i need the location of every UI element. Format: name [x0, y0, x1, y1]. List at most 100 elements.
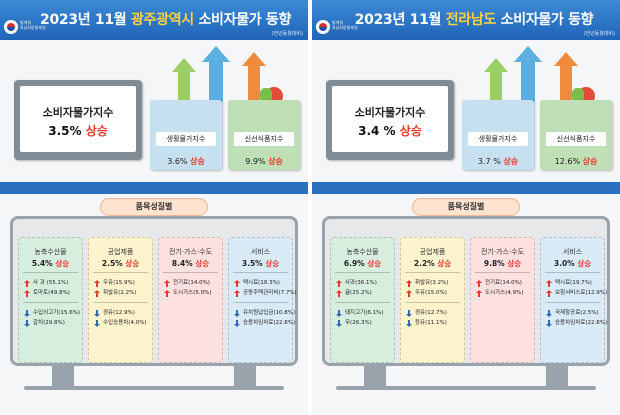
arrow-down-icon — [406, 310, 412, 317]
arrow-up-icon — [484, 58, 508, 102]
card-name: 공업제품 — [107, 248, 134, 256]
panel-jeonnam: 통계청 호남지방통계청 2023년 11월 전라남도 소비자물가 동향 (전년동… — [312, 0, 620, 415]
section-title: 품목성질별 — [412, 198, 520, 216]
card-services: 서비스 3.5% 상승 택시료(18.3%) 공동주택관리비(7.7%) 유치원… — [228, 237, 297, 363]
arrow-up-icon — [514, 46, 542, 102]
arrow-up-icon — [94, 280, 100, 287]
card-agri: 농축수산물 6.9% 상승 사과(36.1%) 귤(25.2%) 돼지고기(6.… — [330, 237, 395, 363]
living-price-bag: 생활물가지수 3.7 % 상승 — [462, 100, 534, 170]
arrow-down-icon — [336, 310, 342, 317]
card-utilities: 전기·가스·수도 9.8% 상승 전기료(14.0%) 도시가스(4.9%) — [470, 237, 535, 363]
list-item: 수입승용차(4.0%) — [94, 318, 149, 328]
arrow-up-icon — [406, 280, 412, 287]
list-item: 전기료(14.0%) — [476, 278, 531, 288]
list-item: 보험서비스료(12.9%) — [546, 288, 607, 298]
cabbage-icon — [260, 88, 272, 102]
region-name: 전라남도 — [445, 12, 497, 28]
card-name: 전기·가스·수도 — [168, 248, 213, 256]
card-name: 전기·가스·수도 — [480, 248, 525, 256]
list-item: 돼지고기(6.1%) — [336, 308, 391, 318]
arrow-up-icon — [554, 52, 578, 102]
card-value: 3.0% 상승 — [553, 259, 592, 268]
screen-stand — [52, 366, 74, 388]
screen-base — [336, 386, 596, 390]
living-price-value: 3.6% 상승 — [167, 157, 205, 166]
card-value: 6.9% 상승 — [343, 259, 382, 268]
section-title: 품목성질별 — [100, 198, 208, 216]
section-divider — [312, 182, 620, 194]
arrow-up-icon — [336, 280, 342, 287]
arrow-up-icon — [172, 58, 196, 102]
panel-header: 통계청 호남지방통계청 2023년 11월 전라남도 소비자물가 동향 (전년동… — [312, 0, 620, 40]
arrow-up-icon — [202, 46, 230, 102]
up-items: 택시료(18.3%) 공동주택관리비(7.7%) — [234, 278, 297, 298]
list-item: 갈치(29.8%) — [24, 318, 79, 328]
arrow-up-icon — [546, 280, 552, 287]
fresh-food-value: 9.9% 상승 — [245, 157, 283, 166]
card-utilities: 전기·가스·수도 8.4% 상승 전기료(14.0%) 도시가스(5.0%) — [158, 237, 223, 363]
category-screen: 농축수산물 5.4% 상승 사 과 (55.1%) 토마토(49.8%) 수입쇠… — [10, 216, 298, 366]
comparison-note: (전년동월대비) — [583, 31, 615, 37]
down-items: 돼지고기(6.1%) 무(26.3%) — [336, 308, 391, 328]
arrow-up-icon — [24, 280, 30, 287]
cabbage-icon — [572, 88, 584, 102]
card-industrial: 공업제품 2.2% 상승 휘발유(3.2%) 우유(15.0%) 경유(12.7… — [400, 237, 465, 363]
list-item: 휘발유(2.2%) — [94, 288, 149, 298]
list-item: 우유(15.9%) — [94, 278, 149, 288]
up-items: 전기료(14.0%) 도시가스(5.0%) — [164, 278, 219, 298]
screen-base — [24, 386, 284, 390]
living-price-value: 3.7 % 상승 — [477, 157, 519, 166]
living-price-label: 생활물가지수 — [468, 132, 528, 146]
list-item: 토마토(49.8%) — [24, 288, 79, 298]
arrow-up-icon — [242, 52, 266, 102]
up-items: 우유(15.9%) 휘발유(2.2%) — [94, 278, 149, 298]
arrow-down-icon — [24, 310, 30, 317]
cpi-value: 3.5% 상승 — [48, 124, 108, 138]
living-price-label: 생활물가지수 — [156, 132, 216, 146]
arrow-up-icon — [406, 290, 412, 297]
list-item: 택시료(19.7%) — [546, 278, 601, 288]
up-items: 휘발유(3.2%) 우유(15.0%) — [406, 278, 461, 298]
arrow-up-icon — [164, 280, 170, 287]
fresh-food-value: 12.6% 상승 — [554, 157, 598, 166]
list-item: 사과(36.1%) — [336, 278, 391, 288]
arrow-down-icon — [546, 310, 552, 317]
list-item: 우유(15.0%) — [406, 288, 461, 298]
card-industrial: 공업제품 2.5% 상승 우유(15.9%) 휘발유(2.2%) 경유(12.9… — [88, 237, 153, 363]
comparison-note: (전년동월대비) — [271, 31, 303, 37]
arrow-up-icon — [24, 290, 30, 297]
arrow-down-icon — [94, 310, 100, 317]
list-item: 경유(12.7%) — [406, 308, 461, 318]
list-item: 유치원납입금(10.8%) — [234, 308, 295, 318]
list-item: 경유(12.9%) — [94, 308, 149, 318]
arrow-up-icon — [234, 280, 240, 287]
card-name: 농축수산물 — [346, 248, 379, 256]
arrow-down-icon — [24, 320, 30, 327]
arrow-down-icon — [94, 320, 100, 327]
card-agri: 농축수산물 5.4% 상승 사 과 (55.1%) 토마토(49.8%) 수입쇠… — [18, 237, 83, 363]
list-item: 귤(25.2%) — [336, 288, 391, 298]
logo-text: 통계청 호남지방통계청 — [332, 20, 358, 30]
region-name: 광주광역시 — [130, 12, 194, 28]
statistics-office-logo: 통계청 호남지방통계청 — [4, 20, 50, 36]
section-divider — [0, 182, 308, 194]
statistics-office-logo: 통계청 호남지방통계청 — [316, 20, 362, 36]
government-seal-icon — [316, 20, 330, 34]
fresh-food-bag: 신선식품지수 9.9% 상승 — [228, 100, 300, 170]
list-item: 승용차임차료(22.8%) — [234, 318, 295, 328]
list-item: 사 과 (55.1%) — [24, 278, 79, 288]
arrow-down-icon — [234, 310, 240, 317]
cpi-label: 소비자물가지수 — [42, 106, 114, 119]
up-items: 사과(36.1%) 귤(25.2%) — [336, 278, 391, 298]
logo-text: 통계청 호남지방통계청 — [20, 20, 46, 30]
card-value: 5.4% 상승 — [31, 259, 70, 268]
panel-title: 2023년 11월 전라남도 소비자물가 동향 — [354, 12, 594, 28]
list-item: 공동주택관리비(7.7%) — [234, 288, 297, 298]
card-name: 공업제품 — [419, 248, 446, 256]
card-value: 9.8% 상승 — [483, 259, 522, 268]
arrow-down-icon — [234, 320, 240, 327]
list-item: 국제항공료(2.5%) — [546, 308, 601, 318]
category-screen: 농축수산물 6.9% 상승 사과(36.1%) 귤(25.2%) 돼지고기(6.… — [322, 216, 610, 366]
arrow-up-icon — [94, 290, 100, 297]
